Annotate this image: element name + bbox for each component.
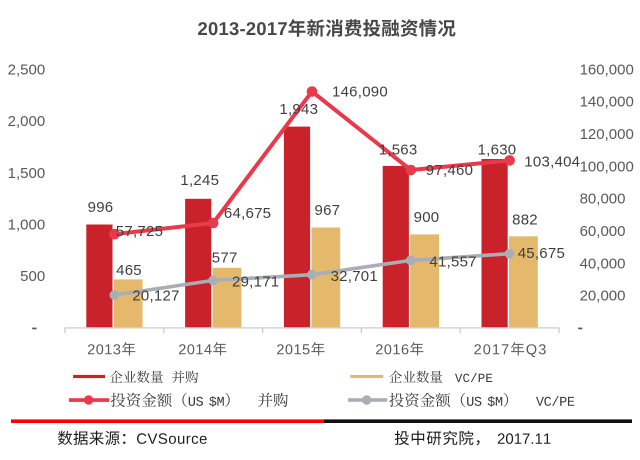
svg-text:1,000: 1,000 [8, 217, 46, 234]
svg-text:41,557: 41,557 [429, 254, 476, 271]
svg-text:1,500: 1,500 [8, 165, 46, 182]
svg-text:80,000: 80,000 [580, 191, 626, 208]
svg-text:1,245: 1,245 [180, 172, 219, 189]
svg-text:100,000: 100,000 [580, 158, 634, 175]
svg-text:60,000: 60,000 [580, 223, 626, 240]
svg-text:40,000: 40,000 [580, 255, 626, 272]
svg-text:465: 465 [116, 262, 142, 279]
svg-text:20,127: 20,127 [132, 288, 179, 305]
svg-text:882: 882 [512, 212, 538, 229]
svg-text:900: 900 [414, 209, 440, 226]
svg-text:967: 967 [315, 202, 341, 219]
svg-text:20,000: 20,000 [580, 288, 626, 305]
svg-text:120,000: 120,000 [580, 126, 634, 143]
svg-text:1,943: 1,943 [279, 101, 318, 118]
svg-text:577: 577 [212, 249, 238, 266]
svg-text:32,701: 32,701 [331, 268, 378, 285]
svg-text:500: 500 [20, 268, 45, 285]
svg-text:1,630: 1,630 [478, 141, 517, 158]
svg-text:146,090: 146,090 [332, 84, 388, 101]
svg-text:2,500: 2,500 [8, 61, 46, 78]
svg-text:45,675: 45,675 [518, 245, 565, 262]
svg-text:97,460: 97,460 [426, 162, 473, 179]
svg-text:103,404: 103,404 [524, 154, 580, 171]
svg-text:1,563: 1,563 [379, 142, 418, 159]
svg-text:57,725: 57,725 [116, 223, 163, 240]
svg-text:64,675: 64,675 [224, 205, 271, 222]
svg-text:996: 996 [88, 199, 114, 216]
svg-text:29,171: 29,171 [232, 274, 279, 291]
svg-text:2,000: 2,000 [8, 113, 46, 130]
svg-text:160,000: 160,000 [580, 61, 634, 78]
svg-text:140,000: 140,000 [580, 94, 634, 111]
